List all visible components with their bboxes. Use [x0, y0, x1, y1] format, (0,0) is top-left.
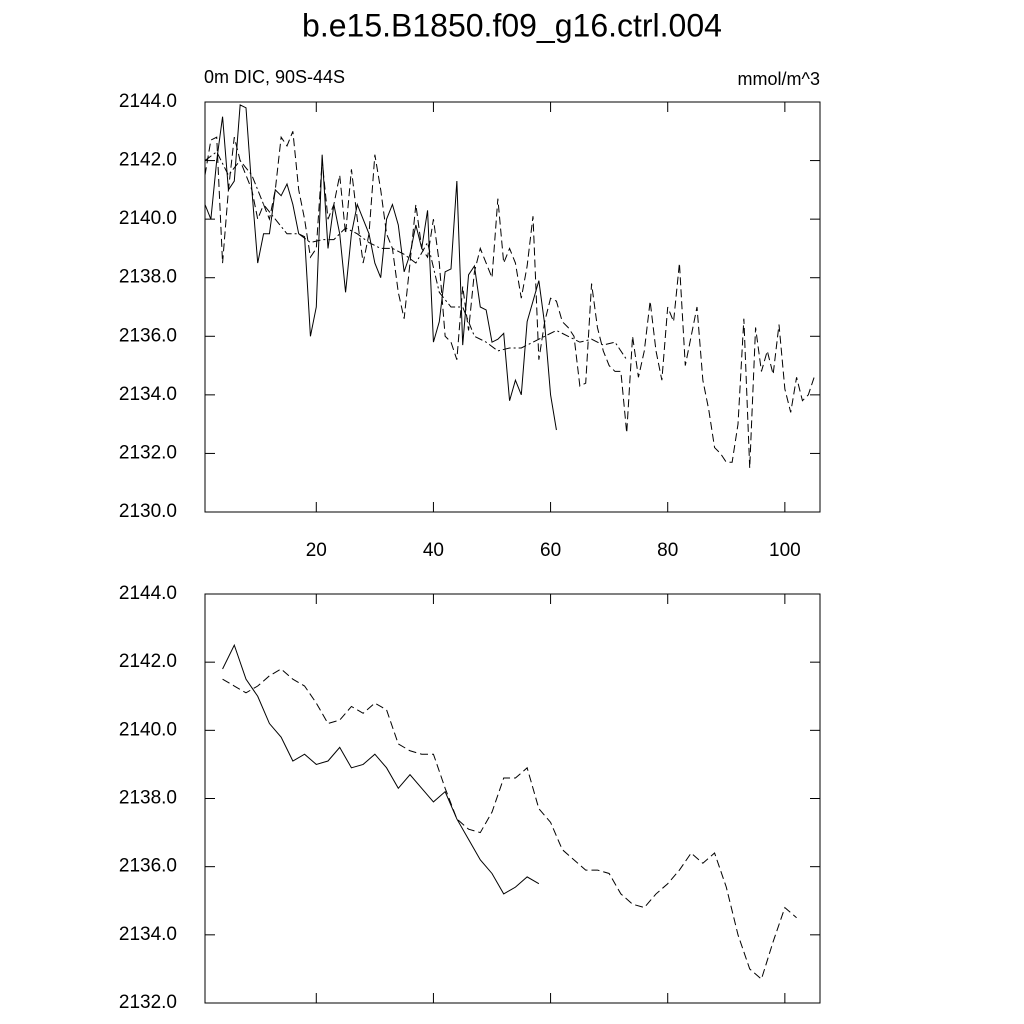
plot-frame — [204, 593, 821, 1004]
chart-title: b.e15.B1850.f09_g16.ctrl.004 — [302, 7, 722, 43]
y-tick-label: 2132.0 — [119, 442, 177, 463]
x-tick-label: 40 — [423, 540, 444, 561]
y-tick-label: 2142.0 — [119, 150, 177, 171]
y-tick-label: 2134.0 — [119, 384, 177, 405]
y-tick-label: 2142.0 — [119, 651, 177, 672]
data-line — [204, 104, 557, 431]
y-tick-label: 2130.0 — [119, 501, 177, 522]
data-line — [222, 643, 540, 895]
x-tick-label: 100 — [769, 540, 801, 561]
chart-subtitle: 0m DIC, 90S-44S — [204, 67, 345, 87]
y-tick-label: 2140.0 — [119, 719, 177, 740]
x-tick-label: 80 — [657, 540, 678, 561]
data-line — [222, 668, 797, 981]
y-tick-label: 2144.0 — [119, 583, 177, 604]
data-line — [204, 151, 628, 360]
y-tick-label: 2136.0 — [119, 856, 177, 877]
y-tick-label: 2136.0 — [119, 325, 177, 346]
y-tick-label: 2138.0 — [119, 267, 177, 288]
y-tick-label: 2132.0 — [119, 992, 177, 1013]
x-tick-label: 20 — [306, 540, 327, 561]
plot-frame — [204, 101, 821, 513]
units-label: mmol/m^3 — [738, 69, 820, 89]
y-tick-label: 2140.0 — [119, 208, 177, 229]
y-tick-label: 2138.0 — [119, 788, 177, 809]
x-tick-label: 60 — [540, 540, 561, 561]
y-tick-label: 2144.0 — [119, 91, 177, 112]
data-line — [204, 131, 815, 469]
y-tick-label: 2134.0 — [119, 924, 177, 945]
